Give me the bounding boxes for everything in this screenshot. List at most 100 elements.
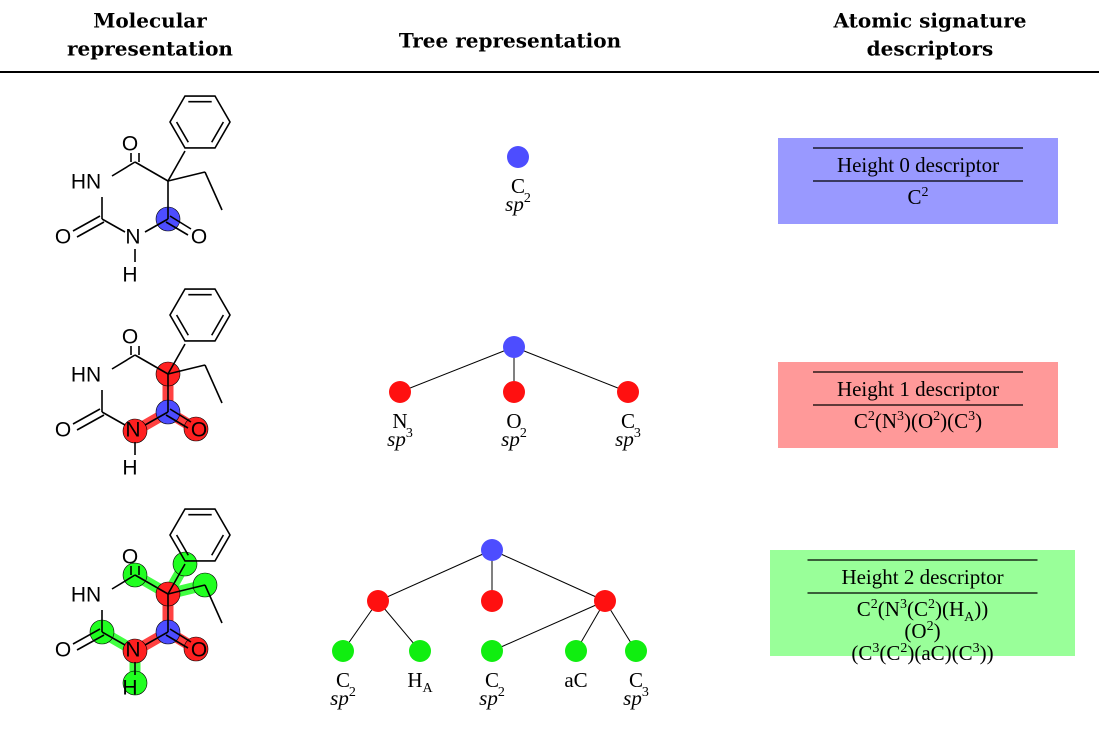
descriptor-text: (C [907,597,928,621]
bond [167,364,206,375]
tree-node-label: N [392,409,407,433]
element: H [407,668,422,692]
tree-node [625,640,647,662]
atom-label: H [122,677,137,700]
bond [165,221,189,236]
hybrid: sp [615,427,634,451]
descriptor-box [770,550,1075,656]
bond [167,150,186,182]
element: C [511,174,525,198]
bond [72,408,101,425]
tree-node [481,640,503,662]
highlight-atom [183,416,209,442]
bond [175,121,189,143]
highlight-atom [183,636,209,662]
hybrid-sup: 2 [520,426,527,441]
bond [144,411,169,426]
phenyl-ring [169,95,231,149]
bond [144,631,169,646]
descriptor-sup: 2 [933,409,940,424]
descriptor-text: ) [934,619,941,643]
descriptor-sub: A [964,610,975,625]
tree-node-label: aC [564,668,587,692]
column-header: descriptors [867,37,994,61]
descriptor-text: (C [879,641,900,665]
tree-node [503,336,525,358]
atom-label: O [191,639,207,662]
tree-edge [513,346,629,393]
bond [169,408,192,423]
hybrid-sup: 3 [406,426,413,441]
tree-node-label: C [511,174,525,198]
bond [175,314,189,336]
hybrid-sup: 2 [524,191,531,206]
hybrid: sp [387,427,406,451]
descriptor-sup: 3 [973,641,980,656]
bond [211,314,225,336]
phenyl-ring [169,508,231,562]
bond [101,218,126,233]
descriptor-text: ) [975,409,982,433]
descriptor-sup: 3 [968,409,975,424]
bond [169,215,192,230]
descriptor-text: (C [851,641,872,665]
hybridization: sp3 [387,426,413,451]
tree-node-label: C [485,668,499,692]
tree-node-label: HA [407,668,433,696]
descriptor-sup: 3 [872,641,879,656]
descriptor-text: )(H [935,597,964,621]
bond [111,354,136,370]
descriptor-text: )) [980,641,994,665]
molecule: O HN O N O H [55,508,231,700]
bond [101,411,126,426]
descriptor-line: C2(N3(C2)(HA)) [857,597,988,625]
bond [134,354,169,375]
tree-node [617,381,639,403]
descriptor-title: Height 1 descriptor [837,377,999,401]
atom-label: O [122,133,138,156]
bond [204,364,223,404]
hybrid: sp [330,686,349,710]
atom-label: HN [71,171,101,194]
hybrid-sup: 3 [642,685,649,700]
bond [167,584,206,595]
molecule: O HN O N O H [55,95,231,287]
bond [211,121,225,143]
descriptor-text: )(O [904,409,933,433]
element: C [629,668,643,692]
descriptor-text: (N [875,409,897,433]
hybrid-sup: 3 [634,426,641,441]
atom-label: O [191,419,207,442]
hybridization: sp2 [505,191,531,216]
tree-edge [491,549,606,602]
bond [72,215,101,232]
atom-label: H [122,264,137,287]
descriptor-sup: 3 [900,597,907,612]
descriptor-sup: 2 [928,597,935,612]
atom-label: HN [71,584,101,607]
descriptor-title: Height 2 descriptor [841,565,1003,589]
atom-label: O [55,419,71,442]
element: aC [564,668,587,692]
bond [204,171,223,211]
hybridization: sp2 [330,685,356,710]
tree-node [332,640,354,662]
bond [76,634,105,651]
descriptor-text: (O [904,619,926,643]
hybridization: sp2 [501,426,527,451]
bond [211,534,225,556]
descriptor-text: )(aC)(C [907,641,972,665]
tree-node-label: C [621,409,635,433]
element-sub: A [423,681,434,696]
descriptor-title: Height 0 descriptor [837,153,999,177]
element: C [621,409,635,433]
bond [101,631,126,646]
tree-edge [399,346,515,393]
atom-label: O [55,226,71,249]
bond [144,218,169,233]
tree-node [507,146,529,168]
element: N [392,409,407,433]
atom-label: O [55,639,71,662]
atom-label: N [125,226,140,249]
bond [175,534,189,556]
